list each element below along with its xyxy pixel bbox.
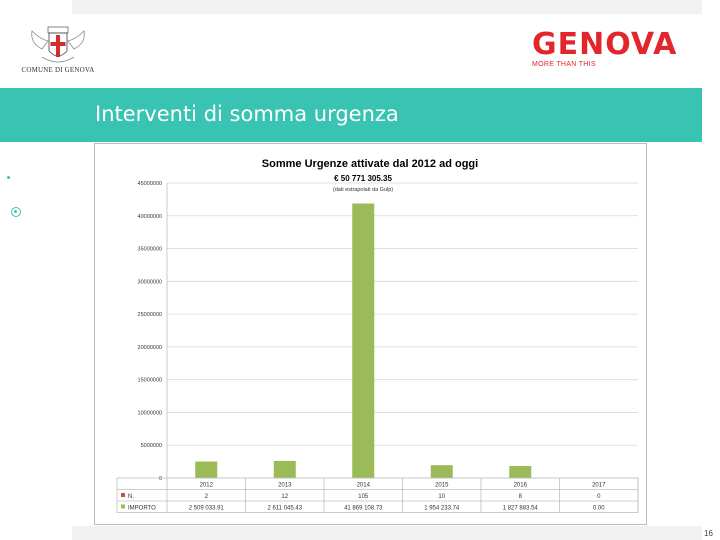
legend-label: N. [128,494,134,500]
data-table-cell: 41 869 108.73 [344,506,383,512]
x-tick-label: 2016 [514,483,528,489]
x-tick-label: 2012 [200,483,214,489]
chart-title: Somme Urgenze attivate dal 2012 ad oggi [262,158,478,170]
data-table-cell: 8 [519,494,523,500]
chart-total-label: € 50 771 305.35 [334,174,392,183]
genova-brand-logo: GENOVA MORE THAN THIS [532,30,702,70]
bar-importo [509,466,532,478]
legend-label: IMPORTO [128,506,156,512]
y-tick-label: 45000000 [138,181,162,187]
data-table-cell: 1 827 883.54 [503,506,539,512]
y-tick-label: 5000000 [141,443,162,449]
bar-importo [352,203,375,479]
title-band [0,88,702,142]
data-table-cell: 105 [358,494,369,500]
y-tick-label: 0 [159,476,162,482]
y-tick-label: 15000000 [138,378,162,384]
data-table-cell: 12 [281,494,288,500]
data-table-cell: 10 [438,494,445,500]
brand-name: GENOVA [532,27,678,62]
x-tick-label: 2015 [435,483,449,489]
data-table-cell: 2 611 045.43 [267,506,302,512]
y-tick-label: 30000000 [138,279,162,285]
chart-total-note: (dati estrapolati da Gulp) [333,187,393,193]
legend-swatch [121,493,125,497]
comune-name: COMUNE DI GENOVA [21,66,95,74]
legend-swatch [121,504,125,509]
data-table-cell: 1 954 233.74 [424,506,460,512]
bar-importo [430,465,453,478]
y-tick-label: 20000000 [138,345,162,351]
y-tick-label: 25000000 [138,312,162,318]
data-table-cell: 0.00 [593,506,605,512]
bullet-dot-icon [7,176,10,179]
x-tick-label: 2013 [278,483,292,489]
data-table-cell: 2 509 033.91 [189,506,225,512]
x-tick-label: 2017 [592,483,606,489]
y-tick-label: 10000000 [138,410,162,416]
target-bullet-icon [11,207,21,217]
data-table-cell: 2 [205,494,209,500]
x-tick-label: 2014 [357,483,371,489]
bar-importo [273,460,296,478]
bottom-strip [72,526,702,540]
y-tick-label: 40000000 [138,214,162,220]
page-number: 16 [704,529,713,538]
top-strip [72,0,702,14]
brand-tagline: MORE THAN THIS [532,61,596,68]
bar-chart: Somme Urgenze attivate dal 2012 ad oggi €… [116,158,639,513]
y-tick-label: 35000000 [138,247,162,253]
slide-title: Interventi di somma urgenza [95,102,399,126]
bar-importo [195,461,218,478]
chart-container: Somme Urgenze attivate dal 2012 ad oggi €… [94,143,647,525]
data-table-cell: 0 [597,494,601,500]
comune-coat-of-arms-logo [31,26,85,63]
